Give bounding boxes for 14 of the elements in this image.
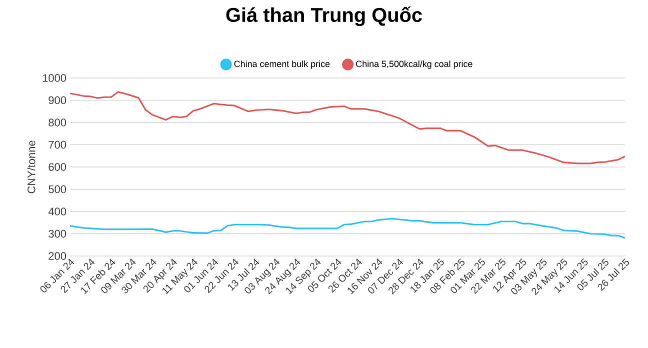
legend-label: China cement bulk price: [234, 60, 330, 69]
y-tick-label: 200: [48, 252, 66, 260]
legend-label: China 5,500kcal/kg coal price: [356, 60, 472, 69]
y-tick-label: 500: [48, 185, 66, 194]
line-series: [70, 91, 626, 164]
y-tick-label: 800: [48, 118, 66, 126]
y-tick-label: 400: [48, 208, 66, 216]
y-tick-label: 700: [48, 140, 66, 149]
y-tick-label: 1000: [42, 74, 66, 82]
chart-title: Giá than Trung Quốc: [226, 6, 422, 26]
y-tick-label: 300: [48, 230, 66, 238]
y-tick-label: 600: [48, 163, 66, 171]
y-axis-title: CNY/tonne: [27, 140, 36, 194]
y-tick-label: 900: [48, 96, 66, 104]
